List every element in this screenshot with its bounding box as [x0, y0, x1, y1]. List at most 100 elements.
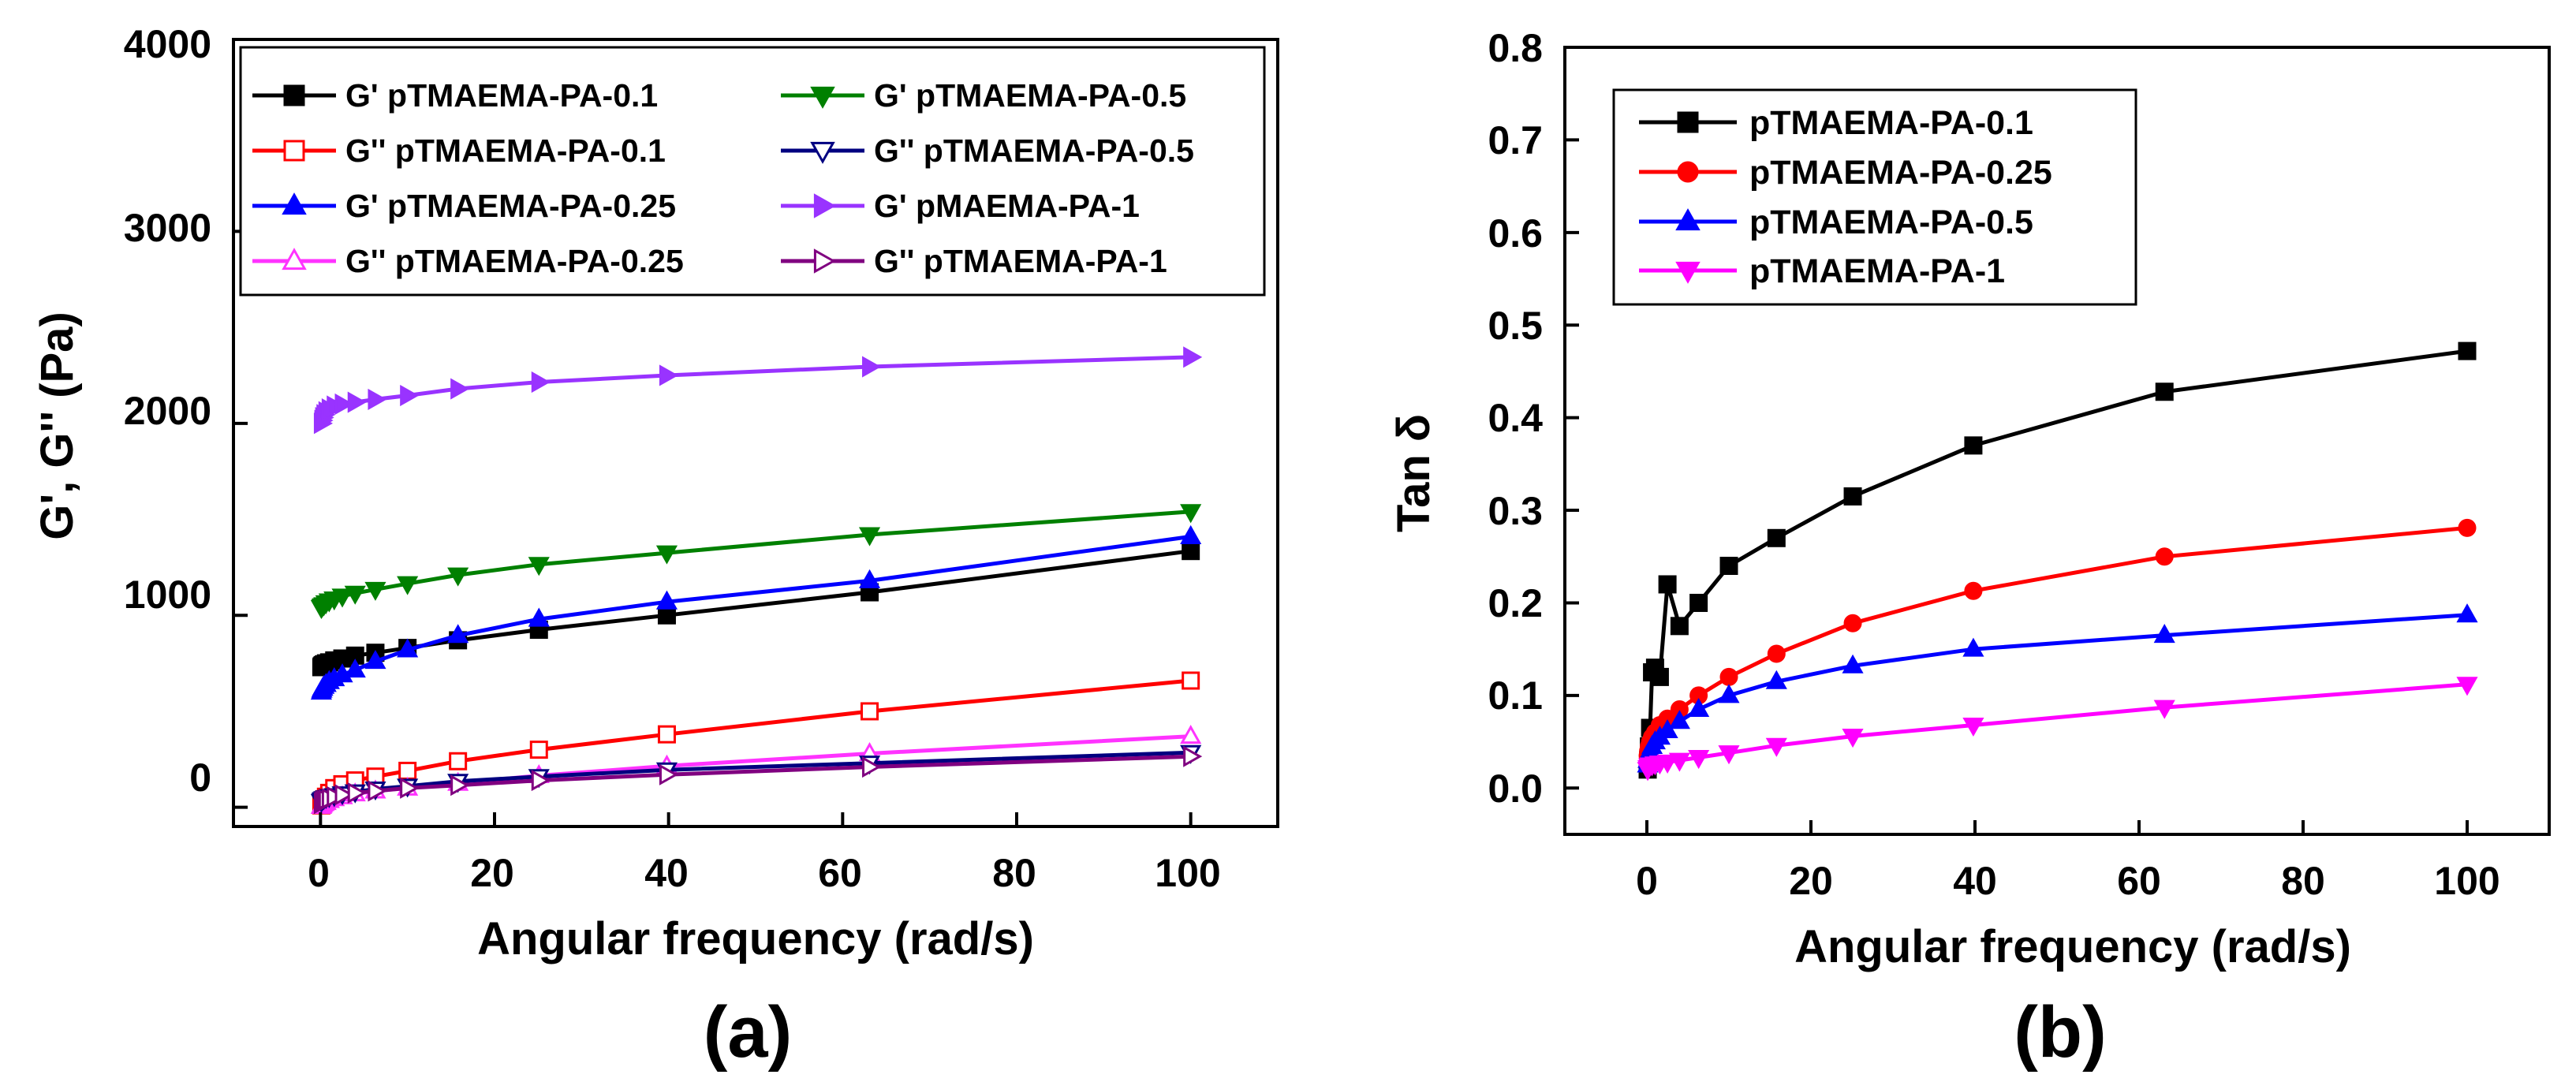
data-point	[344, 585, 366, 605]
panel-b-legend-label: pTMAEMA-PA-0.1	[1749, 104, 2033, 142]
data-point	[368, 780, 387, 802]
data-point	[862, 756, 882, 778]
data-point	[2456, 677, 2478, 696]
panel-a-ytick-label: 4000	[124, 22, 211, 66]
panel-b-chart: 0 20 40 60 80 100 0.0 0.1 0.2 0.3 0.4 0.…	[1388, 26, 2551, 1073]
panel-b-ytick-label: 0.7	[1488, 118, 1543, 162]
panel-a-xtick-label: 100	[1155, 851, 1220, 895]
data-point	[1688, 697, 1710, 717]
panel-a-xtick-label: 80	[992, 851, 1036, 895]
panel-a-ytick-label: 0	[189, 756, 211, 800]
data-point	[1843, 614, 1862, 632]
panel-a-legend-label: G' pMAEMA-PA-1	[874, 188, 1140, 224]
panel-b-xtick-label: 20	[1789, 859, 1833, 903]
data-point	[1668, 752, 1690, 772]
panel-a-legend-label: G'' pTMAEMA-PA-0.25	[345, 243, 684, 279]
data-point	[400, 777, 420, 799]
panel-a-xtick-label: 0	[308, 851, 330, 895]
panel-b-legend: pTMAEMA-PA-0.1 pTMAEMA-PA-0.25 pTMAEMA-P…	[1612, 88, 2137, 306]
data-point	[1765, 670, 1787, 689]
data-point	[1183, 745, 1203, 767]
data-point	[1842, 654, 1864, 673]
data-point	[1656, 754, 1678, 774]
panel-a-legend-label: G'' pTMAEMA-PA-1	[874, 243, 1167, 279]
panel-a-ytick-label: 3000	[124, 206, 211, 250]
panel-b-xtick-label: 40	[1953, 859, 1997, 903]
data-point	[1658, 575, 1677, 594]
data-point	[531, 371, 551, 394]
legend-marker	[1677, 161, 1699, 183]
data-point	[2155, 547, 2174, 566]
data-point	[657, 725, 676, 744]
data-point	[659, 763, 679, 785]
data-point	[1656, 718, 1678, 738]
panel-b-legend-marks	[1639, 111, 1737, 284]
data-point	[1962, 717, 1984, 737]
panel-a-xtick-label: 60	[818, 851, 862, 895]
data-point	[397, 638, 419, 658]
data-point	[655, 545, 678, 565]
data-point	[2456, 603, 2478, 623]
panel-b-legend-label: pTMAEMA-PA-1	[1749, 252, 2005, 290]
data-point	[2153, 700, 2175, 719]
panel-a-tick-marks	[233, 38, 1193, 826]
data-point	[1670, 617, 1689, 636]
panel-b-xtick-label: 80	[2281, 859, 2325, 903]
data-point	[1182, 671, 1200, 690]
legend-marker	[283, 84, 305, 106]
data-point	[397, 576, 419, 595]
data-point	[657, 606, 676, 625]
data-point	[1688, 750, 1710, 770]
data-point	[2153, 624, 2175, 644]
legend-marker	[1675, 261, 1701, 284]
data-point	[2155, 382, 2174, 401]
panel-b-ytick-label: 0.1	[1488, 673, 1543, 718]
legend-marker	[1675, 208, 1701, 231]
data-point	[1183, 346, 1203, 368]
data-point	[531, 770, 551, 792]
data-point	[347, 391, 367, 413]
panel-b-ytick-label: 0.5	[1488, 304, 1543, 348]
data-point	[449, 752, 468, 770]
panel-a-plot-marks	[310, 346, 1203, 815]
data-point	[1964, 436, 1983, 455]
panel-b-ytick-label: 0.3	[1488, 489, 1543, 533]
data-point	[1668, 710, 1690, 729]
data-point	[334, 393, 354, 416]
data-point	[2458, 341, 2477, 360]
panel-b-legend-label: pTMAEMA-PA-0.25	[1749, 154, 2052, 192]
data-point	[447, 624, 469, 644]
data-point	[450, 774, 470, 797]
data-point	[1650, 667, 1669, 686]
data-point	[1719, 667, 1738, 686]
panel-a-y-axis-title: G', G'' (Pa)	[32, 312, 83, 540]
panel-a-x-axis-title: Angular frequency (rad/s)	[477, 913, 1034, 964]
data-point	[528, 557, 550, 576]
panel-b-x-axis-title: Angular frequency (rad/s)	[1794, 921, 2351, 972]
data-point	[347, 782, 367, 804]
data-point	[1689, 593, 1708, 612]
data-point	[1843, 487, 1862, 506]
data-point	[364, 650, 386, 670]
panel-a-legend-label: G' pTMAEMA-PA-0.25	[345, 188, 676, 224]
panel-a-legend: G' pTMAEMA-PA-0.1 G'' pTMAEMA-PA-0.1 G' …	[239, 46, 1266, 297]
data-point	[1842, 729, 1864, 748]
legend-marker	[813, 193, 836, 218]
panel-b-xtick-label: 0	[1636, 859, 1658, 903]
legend-marker	[282, 192, 307, 215]
panel-b-plot-marks	[1637, 341, 2478, 782]
panel-b-ytick-label: 0.2	[1488, 581, 1543, 625]
data-point	[331, 588, 353, 608]
panel-a-legend-label: G' pTMAEMA-PA-0.1	[345, 77, 658, 114]
panel-b-ytick-label: 0.8	[1488, 26, 1543, 70]
data-point	[398, 761, 417, 780]
panel-b-ytick-label: 0.6	[1488, 211, 1543, 256]
data-point	[858, 527, 881, 547]
panel-b-xtick-label: 100	[2434, 859, 2499, 903]
legend-marker	[1677, 111, 1699, 133]
data-point	[1180, 504, 1202, 524]
panel-b-ytick-label: 0.4	[1488, 396, 1543, 440]
data-point	[334, 784, 354, 806]
panel-a-xtick-label: 20	[470, 851, 514, 895]
